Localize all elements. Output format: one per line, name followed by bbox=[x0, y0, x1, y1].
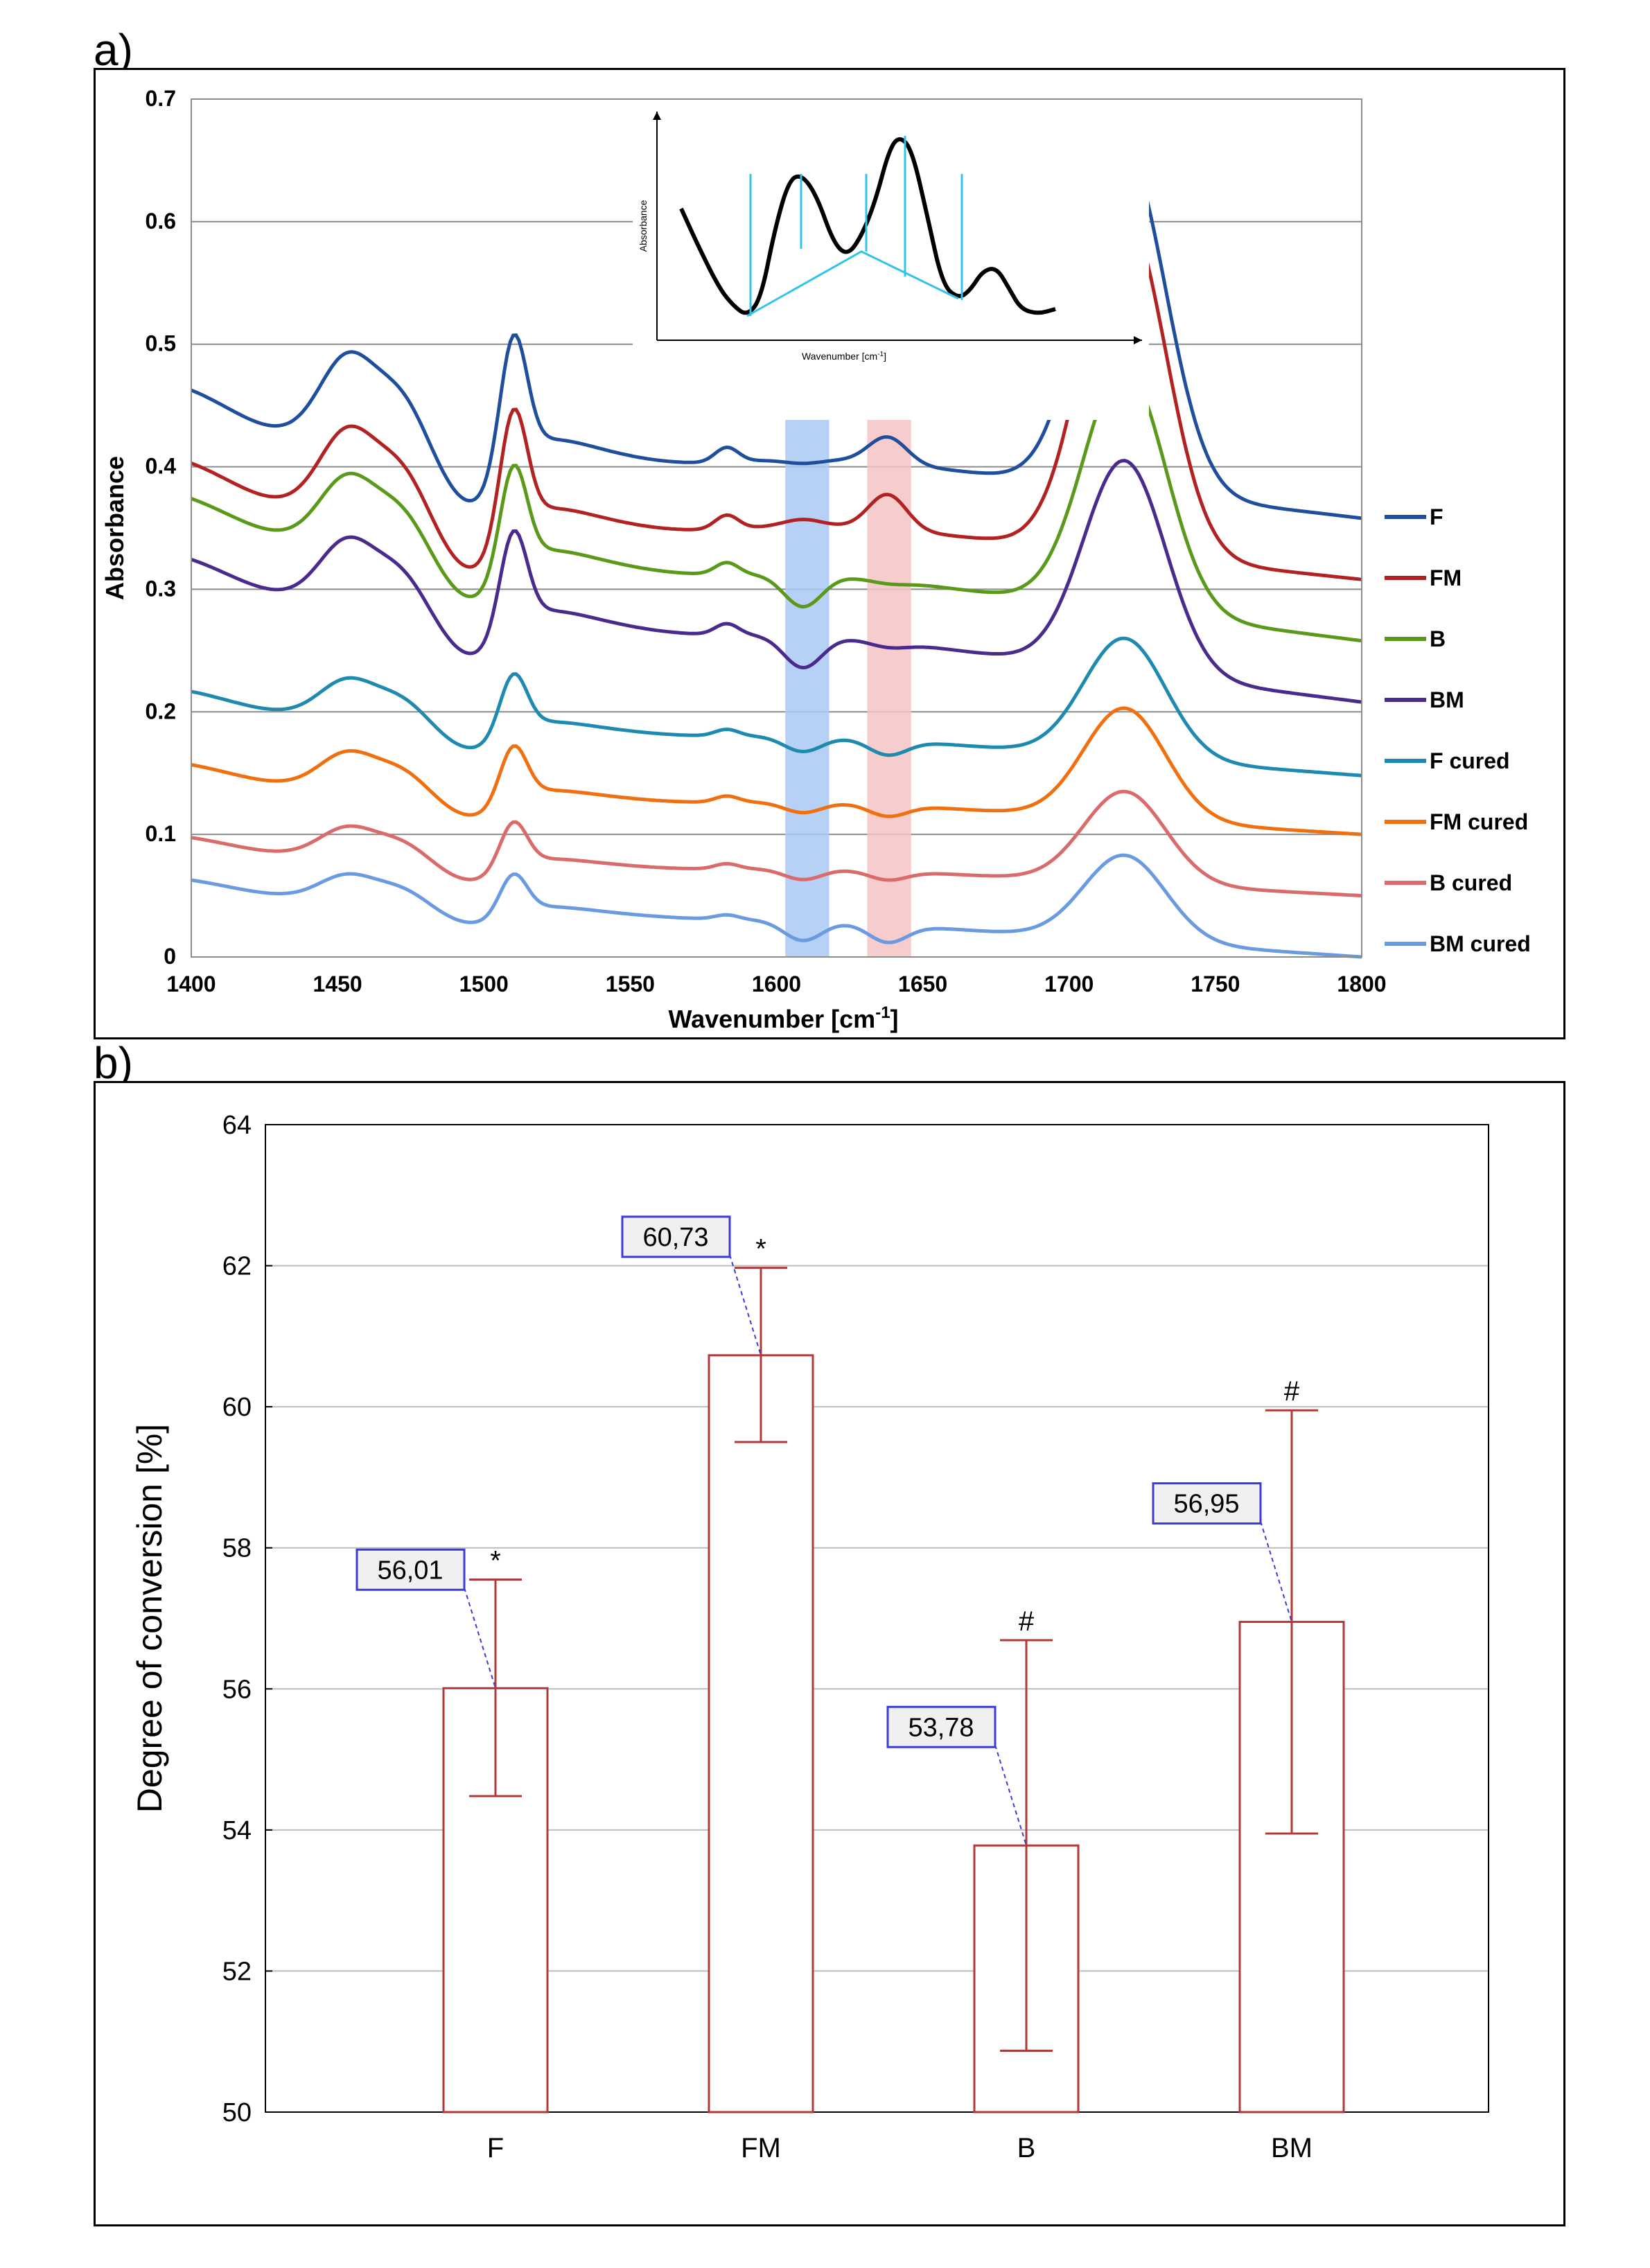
y-tick-label: 50 bbox=[222, 2098, 252, 2127]
value-label: 56,01 bbox=[377, 1556, 443, 1585]
series-line-fm-cured bbox=[191, 706, 1362, 836]
value-label: 53,78 bbox=[908, 1713, 974, 1742]
conversion-chart: 50 52 54 56 58 60 62 64 * 56,01 F * 60,73 FM #53,78 B #5… bbox=[130, 1111, 1489, 2163]
plot-frame bbox=[191, 98, 1362, 958]
inset-spectrum-curve bbox=[679, 137, 1056, 315]
panel-b-frame: 50 52 54 56 58 60 62 64 * 56,01 F * 60,73 FM #53,78 B #5… bbox=[94, 1081, 1565, 2226]
y-tick-label: 52 bbox=[222, 1957, 252, 1986]
y-axis-label: Degree of conversion [%] bbox=[130, 1424, 169, 1813]
inset-baseline bbox=[746, 250, 959, 317]
band-1609 bbox=[785, 411, 830, 957]
y-tick-label: 0.5 bbox=[146, 331, 176, 356]
y-tick-label: 64 bbox=[222, 1111, 252, 1140]
y-axis-label: Absorbance bbox=[100, 456, 129, 600]
series-line-b-cured bbox=[191, 789, 1362, 898]
y-tick-label: 0.1 bbox=[146, 821, 176, 846]
significance-mark: # bbox=[1284, 1376, 1300, 1407]
inset-ylabel: Absorbance bbox=[638, 200, 649, 252]
legend-label: B bbox=[1430, 626, 1446, 651]
y-tick-label: 58 bbox=[222, 1534, 252, 1563]
series-line-f-cured bbox=[191, 636, 1362, 777]
y-tick-label: 0 bbox=[164, 944, 176, 969]
significance-mark: * bbox=[490, 1546, 501, 1576]
inset-xlabel: Wavenumber [cm-1] bbox=[802, 351, 886, 362]
x-tick-label: 1500 bbox=[459, 972, 509, 996]
series-line-f bbox=[191, 148, 1362, 520]
legend-label: FM cured bbox=[1430, 809, 1528, 834]
legend-label: B cured bbox=[1430, 870, 1512, 895]
value-leader bbox=[729, 1254, 762, 1356]
legend-label: F cured bbox=[1430, 748, 1510, 773]
x-axis-label: Wavenumber [cm-1] bbox=[668, 1003, 898, 1033]
x-tick-label: FM bbox=[741, 2133, 781, 2163]
x-tick-label: 1800 bbox=[1337, 972, 1386, 996]
x-tick-label: BM bbox=[1271, 2133, 1313, 2163]
legend-label: F bbox=[1430, 504, 1443, 529]
x-tick-label: 1450 bbox=[313, 972, 362, 996]
spectra-chart: 1609 cm-11638 cm-1Wavenumber [cm-1]Absor… bbox=[100, 86, 1531, 1033]
x-tick-label: 1750 bbox=[1191, 972, 1240, 996]
value-label: 60,73 bbox=[642, 1223, 708, 1252]
value-label: 56,95 bbox=[1173, 1490, 1239, 1519]
legend-label: BM bbox=[1430, 687, 1464, 712]
value-label-box bbox=[621, 1215, 731, 1258]
x-tick-label: F bbox=[487, 2133, 504, 2163]
series-line-bm-cured bbox=[191, 853, 1362, 959]
panel-b-label: b) bbox=[94, 1038, 133, 1088]
x-tick-label: 1400 bbox=[166, 972, 216, 996]
value-label-box bbox=[1152, 1482, 1262, 1525]
y-tick-label: 0.2 bbox=[146, 698, 176, 723]
x-tick-label: 1600 bbox=[752, 972, 801, 996]
y-tick-label: 0.4 bbox=[146, 454, 177, 479]
x-tick-label: B bbox=[1017, 2133, 1036, 2163]
x-tick-label: 1700 bbox=[1044, 972, 1094, 996]
y-tick-label: 56 bbox=[222, 1675, 252, 1704]
y-tick-label: 0.6 bbox=[146, 209, 176, 234]
panel-a-frame: 1609 cm-11638 cm-1Wavenumber [cm-1]Absor… bbox=[94, 68, 1565, 1039]
value-leader bbox=[1260, 1521, 1292, 1622]
series-line-b bbox=[191, 365, 1362, 643]
plot-frame bbox=[265, 1124, 1489, 2113]
y-tick-label: 0.3 bbox=[146, 576, 176, 601]
x-tick-label: 1550 bbox=[606, 972, 655, 996]
value-label-box bbox=[886, 1705, 997, 1748]
x-tick-label: 1650 bbox=[898, 972, 947, 996]
panel-a-label: a) bbox=[94, 25, 133, 75]
legend-label: BM cured bbox=[1430, 931, 1531, 956]
inset-x-arrow bbox=[1134, 336, 1142, 344]
value-label-box bbox=[356, 1548, 466, 1591]
y-tick-label: 0.7 bbox=[146, 86, 176, 111]
bar-fm bbox=[708, 1354, 814, 2113]
y-tick-label: 54 bbox=[222, 1816, 252, 1845]
y-tick-label: 62 bbox=[222, 1252, 252, 1281]
series-line-fm bbox=[191, 210, 1362, 581]
inset-y-arrow bbox=[653, 112, 661, 120]
significance-mark: # bbox=[1019, 1606, 1035, 1637]
y-tick-label: 60 bbox=[222, 1393, 252, 1422]
value-leader bbox=[464, 1587, 496, 1689]
legend-label: FM bbox=[1430, 565, 1462, 590]
significance-mark: * bbox=[755, 1234, 766, 1265]
value-leader bbox=[994, 1744, 1027, 1846]
series-line-bm bbox=[191, 459, 1362, 704]
